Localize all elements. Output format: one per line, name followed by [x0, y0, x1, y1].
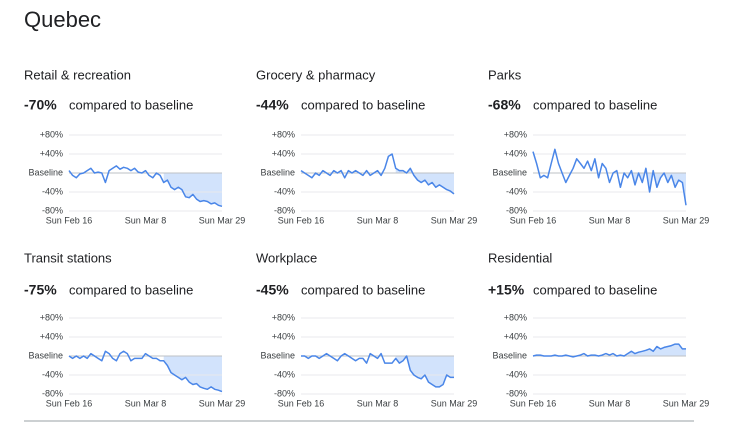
- x-tick-label: Sun Feb 16: [46, 215, 93, 225]
- page-title: Quebec: [24, 7, 101, 32]
- series-line: [532, 343, 686, 358]
- x-tick-label: Sun Feb 16: [278, 215, 325, 225]
- y-tick-label: +40%: [272, 331, 295, 341]
- change-value: -45%: [256, 282, 289, 298]
- x-tick-label: Sun Feb 16: [46, 398, 93, 408]
- y-tick-label: +80%: [272, 312, 295, 322]
- change-value: -75%: [24, 282, 57, 298]
- chart-title: Workplace: [256, 250, 317, 265]
- y-tick-label: +80%: [40, 312, 63, 322]
- y-tick-label: Baseline: [28, 350, 63, 360]
- x-tick-label: Sun Feb 16: [510, 398, 557, 408]
- x-tick-label: Sun Feb 16: [510, 215, 557, 225]
- chart: Grocery & pharmacy -44% compared to baseli…: [256, 67, 477, 225]
- comparison: compared to baseline: [69, 97, 193, 112]
- y-tick-label: +80%: [40, 129, 63, 139]
- y-tick-label: -40%: [274, 186, 295, 196]
- series-line: [68, 165, 223, 208]
- chart-title: Residential: [488, 250, 552, 265]
- y-tick-label: +80%: [504, 129, 527, 139]
- y-tick-label: -80%: [506, 205, 527, 215]
- x-tick-label: Sun Mar 29: [663, 215, 710, 225]
- chart-title: Grocery & pharmacy: [256, 67, 376, 82]
- change-value: +15%: [488, 282, 525, 298]
- x-tick-label: Sun Mar 29: [199, 398, 246, 408]
- y-tick-label: -80%: [274, 205, 295, 215]
- y-tick-label: -80%: [42, 205, 63, 215]
- chart-title: Transit stations: [24, 250, 112, 265]
- x-tick-label: Sun Mar 8: [357, 398, 399, 408]
- series-line: [300, 153, 455, 195]
- y-tick-label: -80%: [274, 388, 295, 398]
- y-tick-label: Baseline: [260, 350, 295, 360]
- x-tick-label: Sun Mar 8: [357, 215, 399, 225]
- comparison: compared to baseline: [533, 282, 657, 297]
- y-tick-label: -40%: [506, 369, 527, 379]
- chart: Parks -68% compared to baseline +80% +40% Bas…: [488, 67, 709, 225]
- y-tick-label: -80%: [42, 388, 63, 398]
- y-tick-label: +80%: [504, 312, 527, 322]
- x-tick-label: Sun Mar 29: [431, 215, 478, 225]
- change-value: -70%: [24, 97, 57, 113]
- y-tick-label: +40%: [40, 148, 63, 158]
- shade: [627, 344, 686, 356]
- y-tick-label: Baseline: [492, 350, 527, 360]
- comparison: compared to baseline: [301, 282, 425, 297]
- shade: [395, 356, 454, 387]
- shade: [163, 356, 222, 392]
- change-value: -68%: [488, 97, 521, 113]
- y-tick-label: +40%: [504, 331, 527, 341]
- y-tick-label: +40%: [40, 331, 63, 341]
- chart: Transit stations -75% compared to baseline…: [24, 250, 245, 408]
- y-tick-label: Baseline: [260, 167, 295, 177]
- y-tick-label: +40%: [504, 148, 527, 158]
- x-tick-label: Sun Mar 8: [589, 215, 631, 225]
- y-tick-label: +80%: [272, 129, 295, 139]
- x-tick-label: Sun Mar 8: [125, 398, 167, 408]
- y-tick-label: Baseline: [492, 167, 527, 177]
- y-tick-label: -80%: [506, 388, 527, 398]
- x-tick-label: Sun Mar 8: [589, 398, 631, 408]
- comparison: compared to baseline: [533, 97, 657, 112]
- y-tick-label: -40%: [506, 186, 527, 196]
- change-value: -44%: [256, 97, 289, 113]
- series-line: [68, 350, 223, 393]
- comparison: compared to baseline: [69, 282, 193, 297]
- y-tick-label: -40%: [274, 369, 295, 379]
- x-tick-label: Sun Mar 29: [199, 215, 246, 225]
- shade: [163, 173, 222, 207]
- chart: Retail & recreation -70% compared to basel…: [24, 67, 245, 225]
- series-line: [301, 352, 454, 388]
- y-tick-label: +40%: [272, 148, 295, 158]
- chart: Residential +15% compared to baseline +80% +…: [488, 250, 709, 408]
- shade: [395, 168, 454, 194]
- x-tick-label: Sun Mar 29: [431, 398, 478, 408]
- comparison: compared to baseline: [301, 97, 425, 112]
- chart-title: Retail & recreation: [24, 67, 131, 82]
- chart-title: Parks: [488, 67, 522, 82]
- x-tick-label: Sun Feb 16: [278, 398, 325, 408]
- y-tick-label: Baseline: [28, 167, 63, 177]
- y-tick-label: -40%: [42, 369, 63, 379]
- chart: Workplace -45% compared to baseline +80% +40…: [256, 250, 477, 408]
- series-line: [532, 148, 687, 206]
- y-tick-label: -40%: [42, 186, 63, 196]
- x-tick-label: Sun Mar 8: [125, 215, 167, 225]
- x-tick-label: Sun Mar 29: [663, 398, 710, 408]
